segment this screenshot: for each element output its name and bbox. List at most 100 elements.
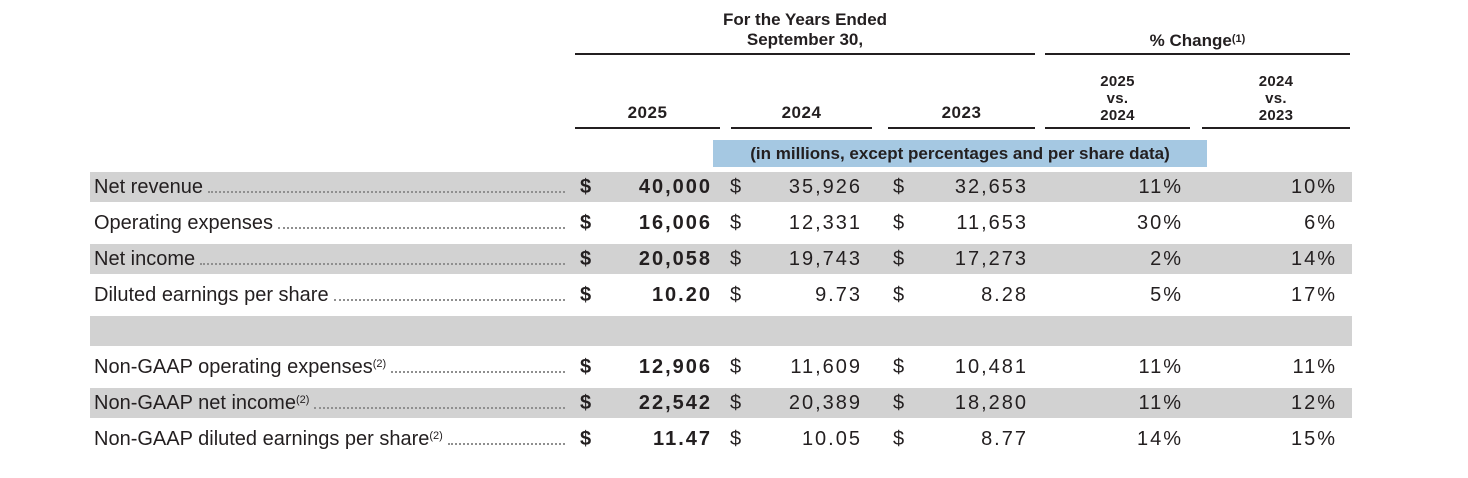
row-label-cell: Net revenue — [90, 176, 575, 199]
units-note: (in millions, except percentages and per… — [713, 140, 1207, 167]
dollar-sign: $ — [893, 211, 905, 234]
vs1-line2: vs. — [1106, 89, 1129, 107]
table-row-net-revenue: Net revenue $40,000 $35,926 $32,653 11% … — [90, 172, 1352, 202]
value-2024: 10.05 — [801, 427, 862, 450]
dollar-sign: $ — [893, 355, 905, 378]
column-header-2025: 2025 — [575, 99, 720, 129]
dollar-sign: $ — [730, 175, 742, 198]
table-row-non-gaap-diluted-eps: Non-GAAP diluted earnings per share (2) $… — [90, 424, 1352, 454]
value-2025-cell: $16,006 — [575, 212, 722, 235]
value-2023: 10,481 — [954, 355, 1028, 378]
pct-change-label: % Change — [1149, 31, 1232, 50]
table-row-net-income: Net income $20,058 $19,743 $17,273 2% 14… — [90, 244, 1352, 274]
value-2025-cell: $22,542 — [575, 392, 722, 415]
dollar-sign: $ — [893, 283, 905, 306]
dollar-sign: $ — [893, 427, 905, 450]
pct-change-2024-vs-2023: 10% — [1290, 175, 1337, 198]
dollar-sign: $ — [730, 391, 742, 414]
value-2024-cell: $9.73 — [722, 284, 874, 307]
dollar-sign: $ — [730, 283, 742, 306]
value-2023: 8.28 — [981, 283, 1028, 306]
dollar-sign: $ — [580, 211, 592, 234]
dollar-sign: $ — [580, 355, 592, 378]
row-label-cell: Operating expenses — [90, 212, 575, 235]
value-2025: 20,058 — [638, 247, 712, 270]
table-row-non-gaap-net-income: Non-GAAP net income (2) $22,542 $20,389 $… — [90, 388, 1352, 418]
value-2024-cell: $19,743 — [722, 248, 874, 271]
value-2023-cell: $11,653 — [874, 212, 1035, 235]
value-2023-cell: $8.77 — [874, 428, 1035, 451]
value-2025-cell: $11.47 — [575, 428, 722, 451]
value-2024: 35,926 — [788, 175, 862, 198]
dollar-sign: $ — [580, 391, 592, 414]
row-label: Non-GAAP operating expenses — [94, 355, 373, 378]
dot-leader — [447, 442, 565, 445]
vs1-line1: 2025 — [1100, 72, 1135, 90]
dot-leader — [333, 298, 565, 301]
table-row-operating-expenses: Operating expenses $16,006 $12,331 $11,6… — [90, 208, 1352, 238]
vs2-line3: 2023 — [1258, 106, 1294, 124]
row-label-cell: Net income — [90, 248, 575, 271]
dollar-sign: $ — [730, 247, 742, 270]
value-2023-cell: $10,481 — [874, 356, 1035, 379]
pct-change-2024-vs-2023: 15% — [1290, 427, 1337, 450]
pct-change-2024-vs-2023: 12% — [1290, 391, 1337, 414]
dollar-sign: $ — [893, 391, 905, 414]
value-2024: 11,609 — [790, 355, 862, 378]
period-header-line1: For the Years Ended — [722, 10, 888, 29]
dollar-sign: $ — [730, 211, 742, 234]
value-2023: 8.77 — [981, 427, 1028, 450]
vs1-line3: 2024 — [1100, 106, 1135, 124]
vs2-line2: vs. — [1265, 89, 1287, 107]
value-2025-cell: $20,058 — [575, 248, 722, 271]
period-header-line2: September 30, — [746, 30, 864, 49]
value-2023: 11,653 — [956, 211, 1028, 234]
row-label-cell: Non-GAAP operating expenses (2) — [90, 356, 575, 379]
value-2025: 10.20 — [651, 283, 712, 306]
value-2024: 9.73 — [815, 283, 862, 306]
dollar-sign: $ — [893, 247, 905, 270]
table-body: Net revenue $40,000 $35,926 $32,653 11% … — [90, 172, 1352, 460]
dollar-sign: $ — [580, 175, 592, 198]
dollar-sign: $ — [893, 175, 905, 198]
row-label-cell: Diluted earnings per share — [90, 284, 575, 307]
value-2025: 40,000 — [638, 175, 712, 198]
row-label: Diluted earnings per share — [94, 283, 329, 306]
dollar-sign: $ — [730, 355, 742, 378]
pct-change-2025-vs-2024: 11% — [1138, 355, 1183, 378]
table-row-non-gaap-operating-expenses: Non-GAAP operating expenses (2) $12,906 $… — [90, 352, 1352, 382]
value-2023-cell: $32,653 — [874, 176, 1035, 199]
row-label: Non-GAAP net income — [94, 391, 296, 414]
value-2024: 12,331 — [788, 211, 862, 234]
row-footnote-marker: (2) — [429, 429, 443, 442]
pct-change-header: % Change (1) — [1045, 30, 1350, 55]
pct-change-2025-vs-2024: 30% — [1136, 211, 1183, 234]
column-header-2024-vs-2023: 2024 vs. 2023 — [1202, 66, 1350, 129]
value-2024: 19,743 — [788, 247, 862, 270]
row-label-cell: Non-GAAP net income (2) — [90, 392, 575, 415]
value-2023: 18,280 — [954, 391, 1028, 414]
value-2025-cell: $40,000 — [575, 176, 722, 199]
dot-leader — [207, 190, 565, 193]
row-label-cell: Non-GAAP diluted earnings per share (2) — [90, 428, 575, 451]
dot-leader — [391, 370, 565, 373]
vs2-line1: 2024 — [1258, 72, 1294, 90]
spacer-row — [90, 316, 1352, 346]
value-2025-cell: $12,906 — [575, 356, 722, 379]
pct-change-2024-vs-2023: 6% — [1304, 211, 1337, 234]
dollar-sign: $ — [730, 427, 742, 450]
pct-change-2025-vs-2024: 5% — [1150, 283, 1183, 306]
value-2024-cell: $12,331 — [722, 212, 874, 235]
row-label: Non-GAAP diluted earnings per share — [94, 427, 430, 450]
value-2023: 32,653 — [954, 175, 1028, 198]
row-footnote-marker: (2) — [372, 357, 387, 370]
value-2025: 11.47 — [653, 427, 712, 450]
value-2025-cell: $10.20 — [575, 284, 722, 307]
value-2023-cell: $8.28 — [874, 284, 1035, 307]
dot-leader — [314, 406, 565, 409]
row-label: Net income — [94, 247, 196, 270]
pct-change-footnote-marker: (1) — [1231, 33, 1246, 45]
dollar-sign: $ — [580, 247, 592, 270]
dollar-sign: $ — [580, 283, 592, 306]
